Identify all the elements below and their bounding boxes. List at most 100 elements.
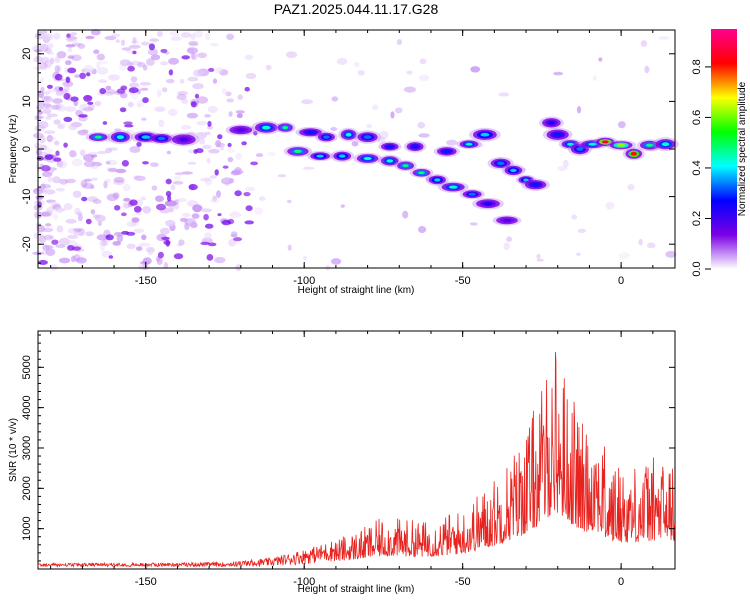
ridge-blob: [448, 185, 458, 189]
noise-blob: [419, 58, 427, 65]
ridge-blob: [547, 121, 555, 125]
noise-blob: [130, 40, 139, 45]
figure-title: PAZ1.2025.044.11.17.G28: [274, 1, 439, 17]
noise-blob: [605, 201, 615, 210]
colorbar-ticks: 0.0 0.2 0.4 0.6 0.8: [691, 59, 711, 277]
noise-blob: [115, 39, 120, 43]
noise-blob: [200, 208, 212, 213]
noise-blob: [377, 136, 386, 144]
noise-blob: [202, 144, 212, 150]
ridge-blob: [497, 161, 505, 166]
noise-blob: [245, 186, 256, 192]
noise-blob: [40, 86, 45, 93]
y-tick-label: 20: [21, 48, 33, 60]
noise-blob: [41, 188, 47, 192]
ridge-blob: [236, 128, 246, 132]
noise-blob: [571, 214, 578, 220]
noise-blob: [85, 35, 95, 40]
noise-blob: [58, 257, 71, 264]
noise-blob: [168, 108, 178, 116]
noise-blob: [46, 135, 54, 142]
noise-blob: [112, 192, 120, 199]
noise-blob: [160, 48, 168, 53]
noise-blob: [116, 234, 124, 243]
noise-blob: [65, 44, 76, 48]
noise-blob: [97, 150, 108, 155]
noise-blob: [228, 178, 235, 184]
noise-blob: [108, 74, 120, 81]
noise-blob: [72, 190, 82, 198]
noise-blob: [54, 205, 64, 213]
y-tick-label: 4000: [21, 395, 33, 419]
noise-blob: [38, 260, 48, 265]
noise-blob: [245, 72, 257, 80]
noise-blob: [164, 200, 177, 207]
noise-blob: [114, 231, 123, 236]
noise-blob: [181, 55, 190, 60]
noise-blob: [49, 235, 54, 240]
noise-blob: [67, 67, 77, 74]
noise-blob: [121, 160, 129, 167]
noise-blob: [94, 100, 102, 107]
noise-blob: [89, 184, 95, 190]
noise-blob: [82, 107, 94, 112]
noise-blob: [195, 148, 204, 154]
noise-blob: [74, 207, 81, 215]
noise-blob: [142, 161, 149, 165]
ridge-blob: [465, 142, 473, 146]
noise-blob: [182, 212, 191, 218]
ridge-blob: [443, 149, 451, 153]
noise-blob: [286, 199, 292, 204]
noise-blob: [63, 92, 71, 100]
noise-blob: [592, 75, 597, 82]
noise-blob: [195, 132, 208, 139]
noise-blob: [54, 65, 61, 73]
noise-blob: [206, 254, 214, 261]
noise-blob: [265, 64, 272, 71]
ridge-blob: [646, 143, 654, 147]
noise-blob: [90, 29, 101, 36]
ridge-blob: [434, 178, 441, 182]
noise-blob: [503, 242, 510, 251]
noise-blob: [142, 64, 148, 71]
noise-blob: [209, 43, 219, 47]
noise-blob: [286, 51, 298, 59]
noise-blob: [197, 96, 209, 104]
noise-blob: [277, 174, 287, 178]
noise-blob: [417, 121, 426, 129]
noise-blob: [114, 205, 121, 211]
noise-blob: [173, 253, 184, 260]
noise-blob: [70, 255, 76, 263]
noise-blob: [168, 205, 174, 210]
noise-blob: [67, 55, 75, 59]
ridge-blob: [418, 171, 425, 175]
noise-blob: [379, 130, 389, 139]
noise-blob: [103, 180, 108, 189]
noise-blob: [158, 119, 165, 128]
noise-blob: [132, 50, 137, 55]
noise-blob: [59, 178, 68, 185]
noise-blob: [65, 178, 76, 184]
snr-x-ticks: -150 -100 -50 0: [50, 331, 654, 588]
noise-blob: [71, 42, 82, 47]
noise-blob: [244, 54, 254, 60]
noise-blob: [237, 94, 243, 100]
noise-blob: [67, 47, 73, 53]
noise-blob: [123, 197, 131, 202]
ridge-blob: [402, 164, 409, 168]
noise-blob: [199, 137, 205, 145]
noise-blob: [103, 91, 115, 96]
noise-blob: [73, 100, 79, 107]
noise-blob: [194, 93, 200, 99]
noise-blob: [35, 148, 43, 156]
noise-blob: [638, 238, 643, 246]
noise-blob: [63, 116, 73, 122]
noise-blob: [207, 120, 212, 127]
noise-blob: [188, 184, 198, 191]
noise-blob: [196, 121, 208, 126]
noise-blob: [200, 241, 210, 246]
colorbar: 0.0 0.2 0.4 0.6 0.8 Normalized spectral ampl…: [691, 29, 748, 277]
noise-blob: [136, 246, 143, 252]
noise-blob: [123, 121, 133, 125]
noise-blob: [255, 153, 264, 158]
